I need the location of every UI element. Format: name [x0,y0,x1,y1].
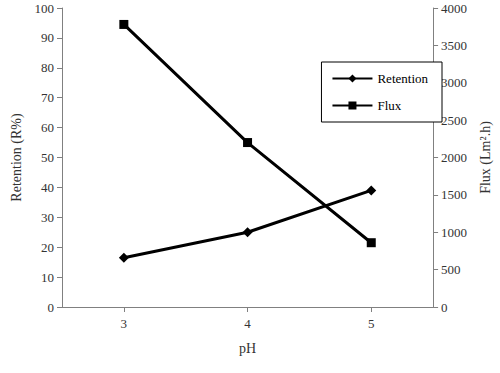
svg-text:Flux (Lm².h): Flux (Lm².h) [478,121,494,194]
svg-text:100: 100 [35,1,55,16]
svg-text:0: 0 [441,300,448,315]
svg-text:4000: 4000 [441,1,467,16]
svg-text:70: 70 [41,90,54,105]
svg-text:20: 20 [41,240,54,255]
svg-text:3500: 3500 [441,38,467,53]
svg-text:4: 4 [244,316,251,331]
svg-text:90: 90 [41,30,54,45]
svg-text:3000: 3000 [441,75,467,90]
svg-text:1000: 1000 [441,225,467,240]
svg-text:10: 10 [41,270,54,285]
svg-text:500: 500 [441,262,461,277]
svg-text:2000: 2000 [441,150,467,165]
svg-text:30: 30 [41,210,54,225]
svg-text:2500: 2500 [441,113,467,128]
svg-text:0: 0 [48,300,55,315]
svg-text:60: 60 [41,120,54,135]
svg-text:Retention (R%): Retention (R%) [9,113,25,202]
svg-text:1500: 1500 [441,187,467,202]
svg-text:80: 80 [41,60,54,75]
svg-text:50: 50 [41,150,54,165]
svg-text:pH: pH [239,341,256,356]
svg-text:40: 40 [41,180,54,195]
svg-text:3: 3 [121,316,128,331]
svg-text:5: 5 [368,316,375,331]
svg-text:Flux: Flux [377,98,401,113]
svg-text:Retention: Retention [377,71,428,86]
